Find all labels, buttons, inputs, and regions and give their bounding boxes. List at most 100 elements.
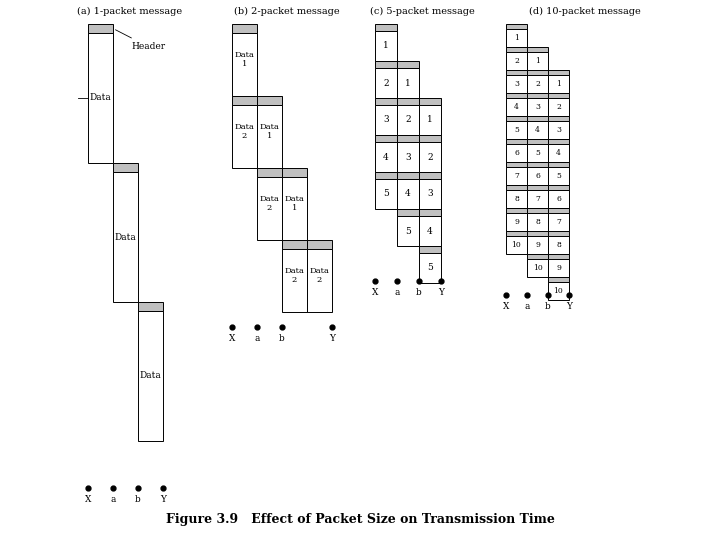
Bar xyxy=(375,68,397,98)
Bar xyxy=(375,31,397,61)
Bar xyxy=(282,177,307,240)
Text: (c) 5-packet message: (c) 5-packet message xyxy=(369,7,474,16)
Bar xyxy=(506,98,527,116)
Bar xyxy=(282,249,307,312)
Text: (d) 10-packet message: (d) 10-packet message xyxy=(529,7,641,16)
Bar xyxy=(397,209,419,216)
Text: b: b xyxy=(279,334,285,343)
Text: a: a xyxy=(395,288,400,297)
Text: 10: 10 xyxy=(512,241,521,249)
Bar xyxy=(397,61,419,68)
Bar xyxy=(506,208,527,213)
Bar xyxy=(88,24,113,33)
Bar xyxy=(548,254,569,259)
Bar xyxy=(527,162,548,167)
Text: 5: 5 xyxy=(556,172,561,180)
Bar xyxy=(527,213,548,231)
Text: 4: 4 xyxy=(556,149,561,157)
Bar xyxy=(527,52,548,70)
Text: 1: 1 xyxy=(556,80,561,88)
Text: Data
2: Data 2 xyxy=(235,123,254,140)
Bar xyxy=(419,98,441,105)
Bar xyxy=(257,105,282,168)
Bar xyxy=(307,240,332,249)
Text: 10: 10 xyxy=(554,287,563,295)
Text: 1: 1 xyxy=(383,42,389,51)
Text: 5: 5 xyxy=(514,126,519,134)
Text: 6: 6 xyxy=(514,149,519,157)
Bar xyxy=(527,144,548,162)
Bar xyxy=(506,213,527,231)
Text: 4: 4 xyxy=(427,226,433,235)
Bar xyxy=(527,259,548,277)
Text: Data
2: Data 2 xyxy=(260,195,279,212)
Bar xyxy=(506,231,527,236)
Bar xyxy=(527,208,548,213)
Bar xyxy=(506,24,527,29)
Bar xyxy=(548,75,569,93)
Text: 8: 8 xyxy=(556,241,561,249)
Text: Data: Data xyxy=(89,93,112,103)
Bar xyxy=(397,142,419,172)
Text: 3: 3 xyxy=(383,116,389,125)
Text: 4: 4 xyxy=(514,103,519,111)
Bar xyxy=(506,185,527,190)
Bar xyxy=(397,216,419,246)
Bar xyxy=(527,116,548,121)
Bar xyxy=(375,98,397,105)
Bar xyxy=(419,135,441,142)
Bar xyxy=(506,29,527,47)
Bar xyxy=(548,116,569,121)
Bar xyxy=(548,139,569,144)
Bar xyxy=(375,24,397,31)
Text: 3: 3 xyxy=(405,152,411,161)
Text: 3: 3 xyxy=(514,80,519,88)
Bar xyxy=(548,162,569,167)
Bar xyxy=(548,70,569,75)
Text: 5: 5 xyxy=(535,149,540,157)
Bar xyxy=(527,231,548,236)
Bar xyxy=(375,135,397,142)
Bar xyxy=(257,96,282,105)
Bar xyxy=(527,98,548,116)
Text: b: b xyxy=(135,495,141,504)
Bar xyxy=(232,96,257,105)
Text: Data
1: Data 1 xyxy=(260,123,279,140)
Bar xyxy=(232,24,257,33)
Text: X: X xyxy=(372,288,378,297)
Bar xyxy=(397,135,419,142)
Text: Data: Data xyxy=(114,233,136,241)
Bar xyxy=(548,121,569,139)
Bar xyxy=(506,47,527,52)
Text: 3: 3 xyxy=(427,190,433,199)
Bar xyxy=(506,139,527,144)
Bar xyxy=(375,61,397,68)
Bar xyxy=(548,190,569,208)
Bar xyxy=(419,216,441,246)
Text: 1: 1 xyxy=(535,57,540,65)
Bar xyxy=(548,98,569,116)
Text: 3: 3 xyxy=(535,103,540,111)
Bar xyxy=(397,172,419,179)
Bar xyxy=(506,70,527,75)
Text: 5: 5 xyxy=(427,264,433,273)
Text: 1: 1 xyxy=(405,78,411,87)
Text: 2: 2 xyxy=(514,57,519,65)
Text: 10: 10 xyxy=(533,264,542,272)
Text: Data
1: Data 1 xyxy=(235,51,254,68)
Bar xyxy=(548,208,569,213)
Text: 9: 9 xyxy=(514,218,519,226)
Bar xyxy=(548,185,569,190)
Text: 9: 9 xyxy=(535,241,540,249)
Bar xyxy=(506,144,527,162)
Bar xyxy=(257,177,282,240)
Bar xyxy=(548,231,569,236)
Bar xyxy=(527,139,548,144)
Bar xyxy=(548,277,569,282)
Text: b: b xyxy=(416,288,422,297)
Bar xyxy=(548,259,569,277)
Bar xyxy=(548,144,569,162)
Bar xyxy=(375,142,397,172)
Bar xyxy=(506,236,527,254)
Bar xyxy=(527,70,548,75)
